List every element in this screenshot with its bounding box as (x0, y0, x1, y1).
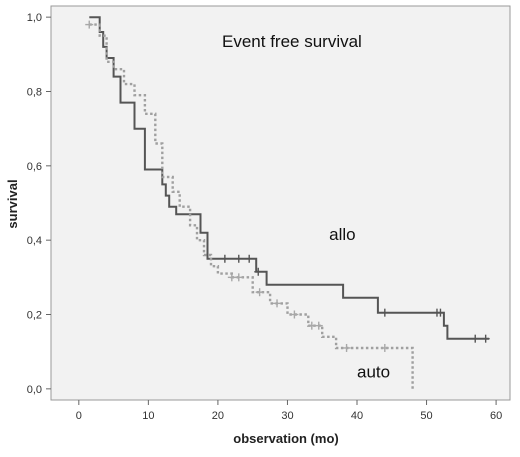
censor-mark-auto (380, 343, 389, 352)
y-tick-label: 0,6 (27, 161, 42, 173)
y-tick-label: 0,2 (27, 310, 42, 322)
censor-mark-allo (436, 308, 445, 317)
x-tick-label: 0 (76, 410, 82, 422)
x-tick-label: 40 (351, 410, 363, 422)
annotation-allo: allo (329, 225, 355, 244)
y-tick-label: 0,8 (27, 86, 42, 98)
censor-mark-auto (342, 343, 351, 352)
chart-title: Event free survival (222, 32, 362, 51)
x-axis-title: observation (mo) (233, 431, 338, 446)
censor-mark-allo (234, 254, 243, 263)
y-tick-label: 0,0 (27, 384, 42, 396)
censor-mark-auto (273, 299, 282, 308)
censor-mark-auto (255, 288, 264, 297)
axes: 0 10 20 30 40 50 60 0,0 0,2 0,4 0,6 0,8 1,0 (27, 12, 503, 422)
censor-mark-allo (471, 334, 480, 343)
censor-mark-allo (245, 254, 254, 263)
plot-area (50, 5, 511, 401)
y-tick-label: 0,4 (27, 235, 42, 247)
censor-mark-auto (307, 321, 316, 330)
censor-mark-allo (254, 267, 263, 276)
censor-mark-auto (290, 310, 299, 319)
x-tick-label: 30 (281, 410, 293, 422)
series-layer (85, 16, 490, 389)
annotation-auto: auto (357, 363, 390, 382)
censor-mark-allo (481, 334, 490, 343)
censor-mark-allo (380, 308, 389, 317)
x-tick-label: 20 (212, 410, 224, 422)
y-axis-title: survival (5, 179, 20, 228)
censor-mark-auto (234, 273, 243, 282)
censor-mark-allo (220, 254, 229, 263)
censor-mark-auto (85, 20, 94, 29)
x-tick-label: 60 (490, 410, 502, 422)
x-tick-label: 50 (420, 410, 432, 422)
censor-mark-auto (314, 321, 323, 330)
x-tick-label: 10 (142, 410, 154, 422)
survival-curve-allo (89, 16, 490, 340)
censor-mark-auto (227, 273, 236, 282)
y-tick-label: 1,0 (27, 12, 42, 24)
